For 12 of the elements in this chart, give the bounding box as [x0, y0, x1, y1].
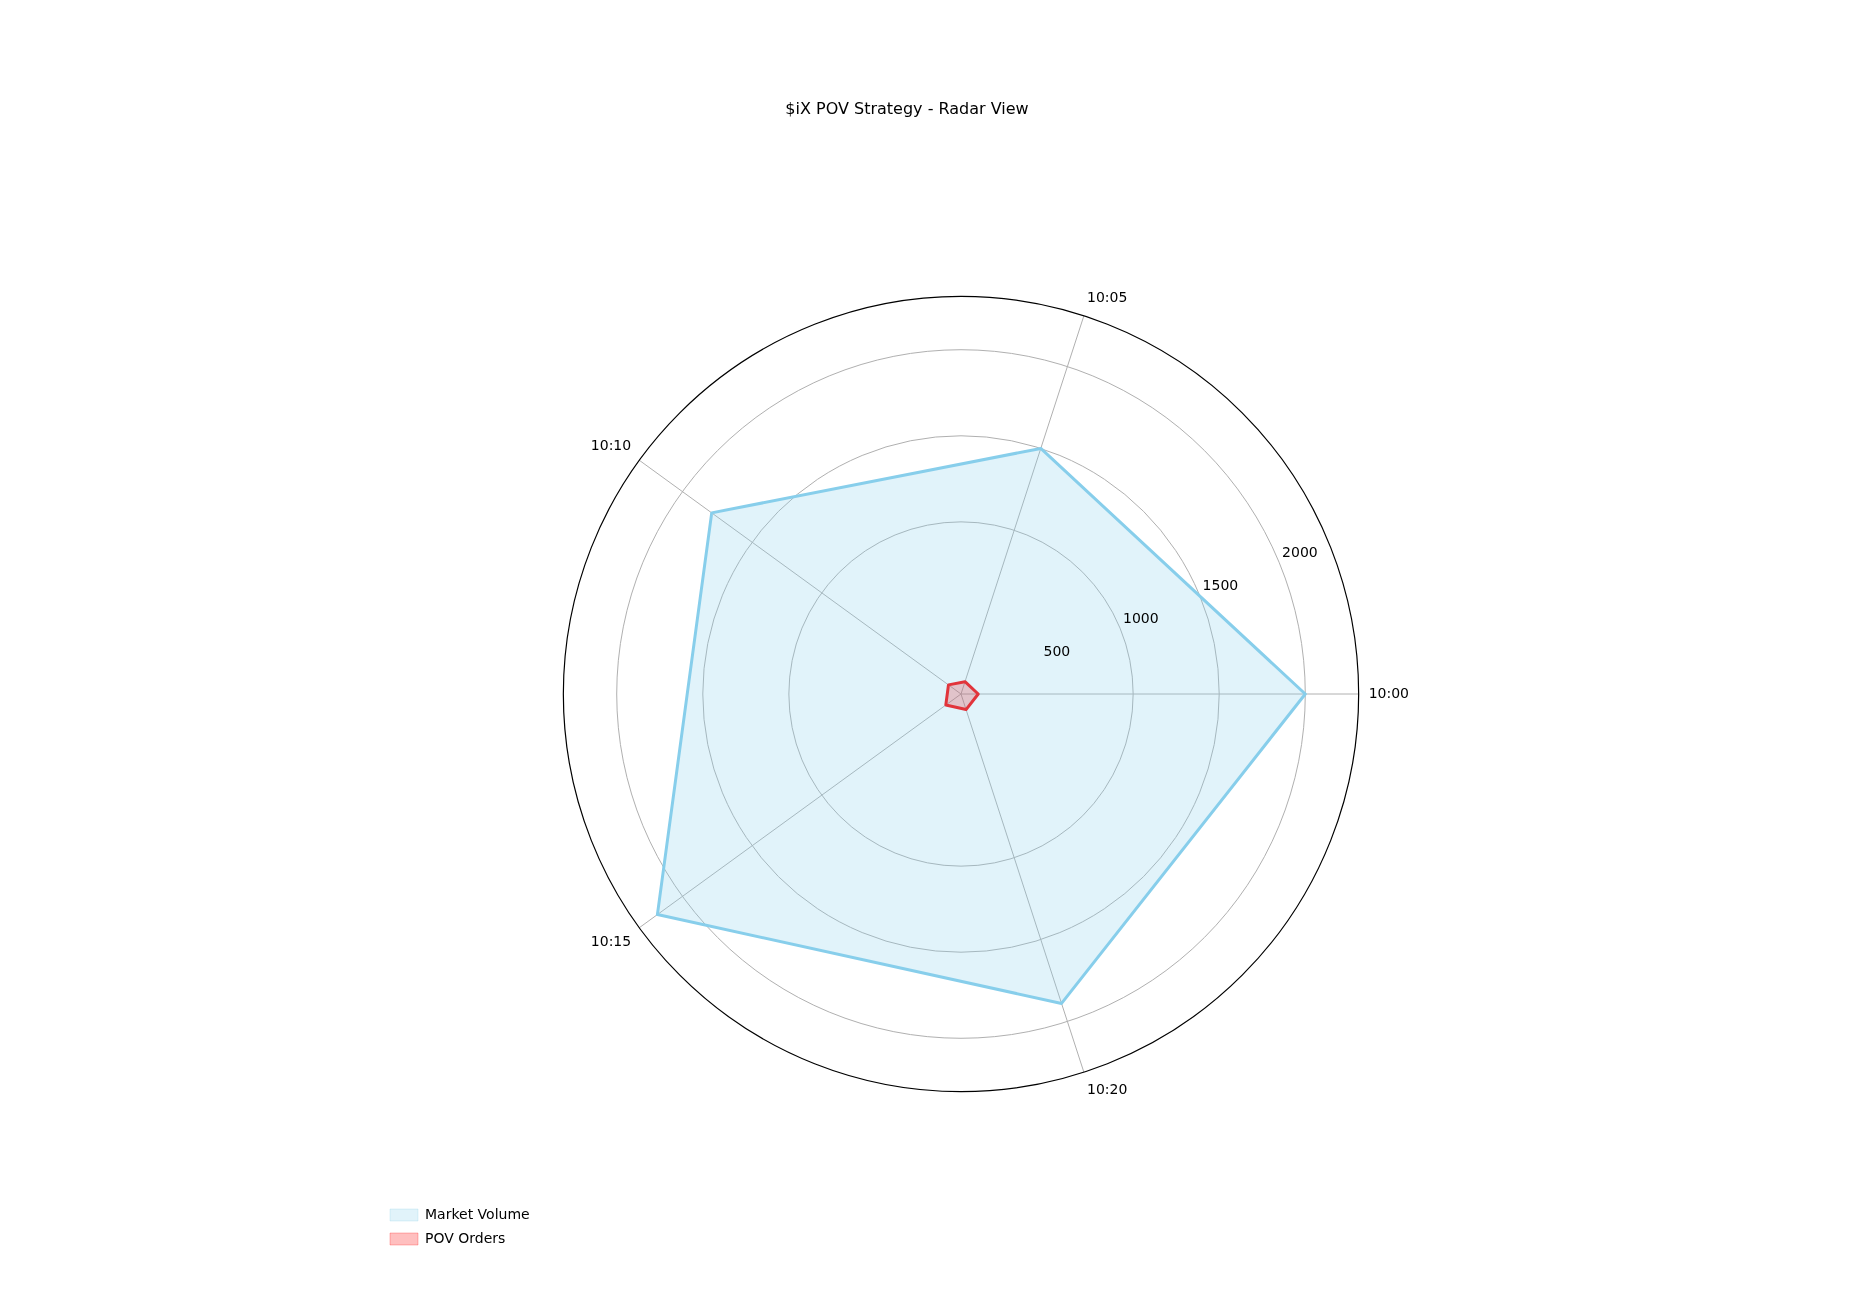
y-tick-label: 1000 [1123, 609, 1159, 626]
y-tick-label: 500 [1043, 642, 1071, 659]
y-tick-label: 1500 [1202, 576, 1239, 593]
spoke-label: 10:05 [1086, 288, 1128, 305]
chart-title: $iX POV Strategy - Radar View [785, 98, 1029, 118]
y-tick-label: 2000 [1282, 543, 1318, 560]
spoke-label: 10:10 [590, 436, 632, 453]
spoke-label: 10:00 [1368, 684, 1410, 701]
legend-label: POV Orders [425, 1229, 506, 1246]
spoke-label: 10:20 [1086, 1080, 1128, 1097]
legend-label: Market Volume [425, 1205, 530, 1222]
spoke-label: 10:15 [590, 932, 632, 949]
